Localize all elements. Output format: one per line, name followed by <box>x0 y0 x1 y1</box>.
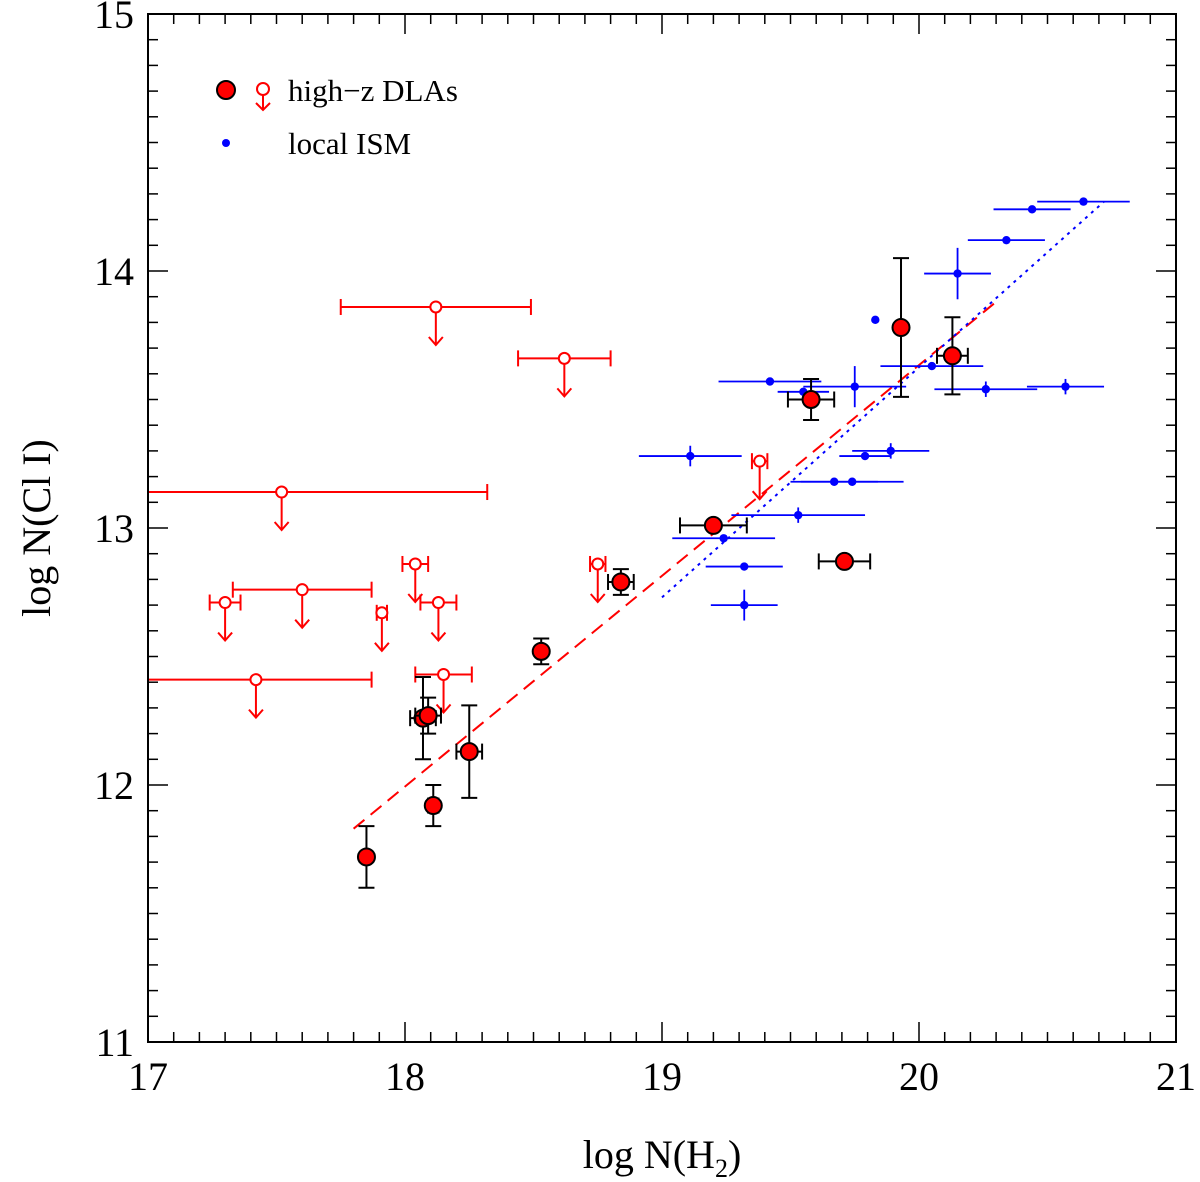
upper-limit-point <box>557 351 571 365</box>
ism-point <box>1027 205 1037 214</box>
x-tick-label: 20 <box>899 1054 939 1099</box>
upper-limit-point <box>431 596 445 610</box>
upper-limit-arrowhead <box>435 703 452 715</box>
x-axis-title: log N(H2) <box>583 1132 742 1182</box>
legend-dla-limit-marker <box>256 82 270 96</box>
ism-point <box>927 361 937 371</box>
ism-fit-line <box>661 200 1105 599</box>
upper-limit-arrowhead <box>428 336 444 347</box>
upper-limit-point <box>408 557 422 571</box>
upper-limit-arrowhead <box>589 593 606 604</box>
ism-point <box>1002 235 1011 245</box>
legend-dla-detection-marker <box>216 80 236 100</box>
x-tick-label: 18 <box>385 1054 425 1099</box>
dla-point <box>834 551 854 571</box>
dla-point <box>801 390 821 409</box>
local-ism-series <box>638 197 1130 621</box>
x-tick-label: 19 <box>642 1054 682 1099</box>
dla-point <box>423 796 443 816</box>
ism-point <box>850 382 859 391</box>
y-axis-title: log N(Cl I) <box>14 439 59 617</box>
legend-ism-label: local ISM <box>288 126 411 161</box>
ism-point <box>953 269 962 278</box>
upper-limit-arrowhead <box>217 631 233 643</box>
y-tick-label: 12 <box>94 763 134 808</box>
upper-limit-point <box>591 557 605 571</box>
upper-limit-series <box>147 298 769 720</box>
upper-limit-point <box>295 583 309 597</box>
dla-point <box>418 706 438 726</box>
dla-point <box>703 515 723 535</box>
dla-point <box>611 572 631 592</box>
upper-limit-point <box>275 485 289 499</box>
legend: high−z DLAs local ISM <box>216 73 458 161</box>
dla-point <box>891 318 911 338</box>
ism-point <box>886 446 895 456</box>
upper-limit-arrowhead <box>430 631 447 643</box>
upper-limit-point <box>753 454 767 468</box>
ism-point <box>860 451 870 461</box>
legend-dla-label: high−z DLAs <box>288 73 458 108</box>
dla-detection-series <box>356 257 969 889</box>
upper-limit-arrowhead <box>273 521 290 532</box>
y-tick-label: 14 <box>94 249 134 294</box>
upper-limit-arrowhead <box>556 387 573 398</box>
upper-limit-point <box>429 300 443 314</box>
tick-layer <box>147 13 1177 1043</box>
dla-point <box>459 742 479 762</box>
dla-fit-line <box>352 301 997 830</box>
tick-labels: 17 18 19 20 21 11 12 13 14 15 <box>94 0 1196 1099</box>
upper-limit-point <box>375 606 389 620</box>
upper-limit-point <box>437 667 451 681</box>
ism-point <box>719 534 728 543</box>
ism-point <box>847 477 857 486</box>
y-tick-label: 13 <box>94 506 134 551</box>
x-tick-label: 17 <box>128 1054 168 1099</box>
upper-limit-arrowhead <box>751 490 768 501</box>
upper-limit-arrowhead <box>374 642 390 653</box>
ism-point <box>981 385 991 394</box>
upper-limit-arrowhead <box>294 619 310 630</box>
dla-point <box>356 847 376 867</box>
dla-point <box>531 641 551 661</box>
ism-point <box>871 315 880 325</box>
ism-point <box>1061 382 1070 391</box>
x-tick-label: 21 <box>1156 1054 1196 1099</box>
fit-lines <box>352 200 1105 830</box>
ism-point <box>1079 197 1088 206</box>
dla-point <box>942 346 962 366</box>
ism-point <box>686 451 695 461</box>
ism-point <box>765 377 775 386</box>
upper-limit-arrowhead <box>248 708 264 720</box>
legend-ism-marker <box>222 139 230 147</box>
upper-limit-point <box>218 596 232 610</box>
legend-dla-limit-arrowhead <box>255 102 271 112</box>
plot-frame <box>147 13 1177 1043</box>
upper-limit-point <box>249 673 263 687</box>
y-tick-label: 15 <box>94 0 134 37</box>
ism-point <box>740 600 749 610</box>
ism-point <box>740 562 749 571</box>
ism-point <box>794 510 803 520</box>
y-tick-label: 11 <box>95 1020 134 1065</box>
